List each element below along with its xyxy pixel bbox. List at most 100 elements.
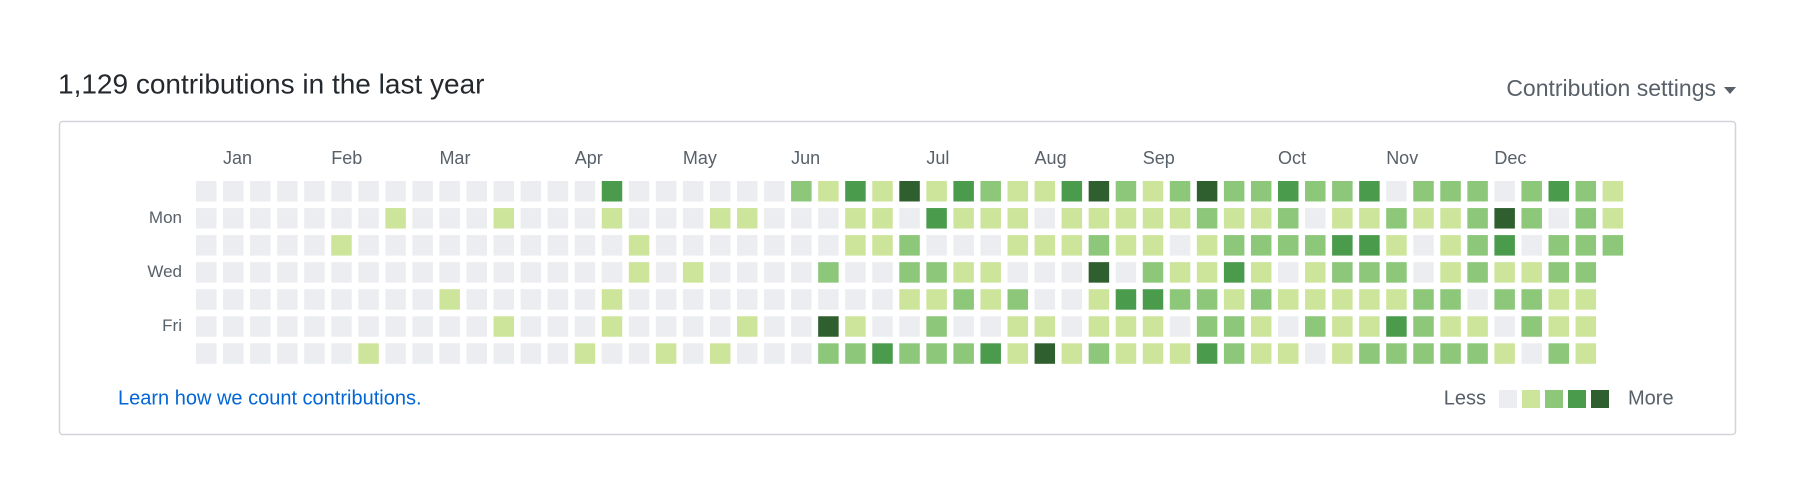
day-cell (1413, 235, 1434, 256)
day-cell (1305, 208, 1326, 229)
day-cell (1575, 316, 1597, 337)
day-cell (304, 316, 325, 337)
day-cell (1359, 235, 1380, 256)
day-cell (1088, 208, 1110, 229)
day-cell (818, 181, 839, 202)
day-cell (1575, 235, 1597, 256)
day-cell (655, 208, 677, 229)
day-cell (1007, 289, 1028, 310)
day-cell (1575, 181, 1597, 202)
day-cell (682, 289, 704, 310)
day-cell (574, 262, 596, 283)
day-cell (1521, 289, 1542, 310)
day-cell (520, 343, 542, 364)
day-cell (250, 181, 271, 202)
day-cell (1359, 208, 1380, 229)
day-cell (574, 181, 596, 202)
day-cell (520, 208, 542, 229)
month-label: Sep (1143, 148, 1175, 168)
day-cell (412, 208, 433, 229)
month-label: Jun (791, 148, 820, 168)
day-cell (439, 289, 460, 310)
day-cell (628, 316, 650, 337)
day-cell (872, 208, 893, 229)
day-cell (1250, 316, 1272, 337)
day-cell (1115, 208, 1137, 229)
day-cell (737, 289, 758, 310)
day-cell (737, 343, 758, 364)
day-cell (1467, 235, 1488, 256)
day-cell (1521, 262, 1542, 283)
day-cell (1494, 262, 1515, 283)
day-cell (1196, 181, 1218, 202)
day-cell (1088, 343, 1110, 364)
day-cell (1278, 343, 1299, 364)
day-cell (1305, 235, 1326, 256)
day-cell (196, 343, 217, 364)
day-cell (304, 262, 325, 283)
day-cell (1467, 262, 1488, 283)
day-cell (1169, 208, 1191, 229)
day-cell (1007, 316, 1028, 337)
day-cell (1332, 262, 1353, 283)
day-cell (223, 316, 244, 337)
day-cell (1494, 343, 1515, 364)
day-cell (845, 316, 866, 337)
help-link[interactable]: Learn how we count contributions. (118, 387, 422, 409)
day-cell (331, 235, 352, 256)
day-cell (628, 181, 650, 202)
day-cell (1115, 343, 1137, 364)
weekday-label: Mon (149, 208, 182, 227)
day-cell (1169, 181, 1191, 202)
day-cell (304, 343, 325, 364)
day-cell (1332, 289, 1353, 310)
day-cell (1413, 262, 1434, 283)
day-cell (1548, 316, 1569, 337)
day-cell (1169, 235, 1191, 256)
day-cell (1034, 343, 1056, 364)
day-cell (1440, 262, 1461, 283)
day-cell (1521, 208, 1542, 229)
day-cell (223, 343, 244, 364)
day-cell (1088, 316, 1110, 337)
day-cell (1088, 235, 1110, 256)
day-cell (791, 208, 812, 229)
month-label: May (683, 148, 717, 168)
day-cell (1413, 316, 1434, 337)
day-cell (574, 289, 596, 310)
day-cell (304, 235, 325, 256)
day-cell (358, 343, 379, 364)
day-cell (709, 262, 731, 283)
day-cell (1359, 181, 1380, 202)
day-cell (520, 289, 542, 310)
day-cell (439, 181, 460, 202)
day-cell (926, 235, 947, 256)
day-cell (196, 181, 217, 202)
day-cell (466, 235, 487, 256)
day-cell (520, 181, 542, 202)
day-cell (1278, 181, 1299, 202)
day-cell (1250, 208, 1272, 229)
day-cell (385, 208, 406, 229)
day-cell (304, 181, 325, 202)
legend-swatch (1545, 390, 1563, 408)
day-cell (601, 316, 623, 337)
day-cell (655, 289, 677, 310)
weekday-label: Fri (162, 316, 182, 335)
day-cell (1061, 208, 1083, 229)
day-cell (818, 262, 839, 283)
day-cell (1467, 181, 1488, 202)
day-cell (980, 289, 1001, 310)
day-cell (1413, 289, 1434, 310)
day-cell (574, 343, 596, 364)
day-cell (1250, 343, 1272, 364)
day-cell (655, 316, 677, 337)
day-cell (655, 181, 677, 202)
day-cell (1521, 181, 1542, 202)
dropdown-caret[interactable] (1724, 87, 1736, 94)
day-cell (1305, 262, 1326, 283)
day-cell (493, 235, 515, 256)
day-cell (1196, 343, 1218, 364)
settings-button[interactable]: Contribution settings (1506, 75, 1716, 101)
day-cell (1169, 262, 1191, 283)
